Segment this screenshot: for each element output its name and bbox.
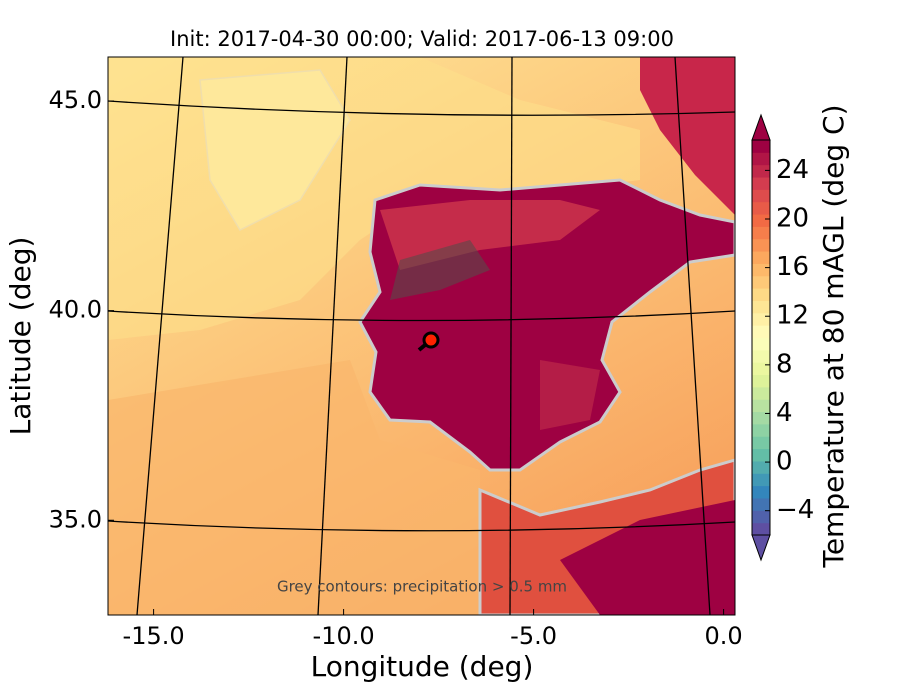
colorbar-segment	[752, 201, 770, 215]
colorbar-segment	[752, 312, 770, 326]
colorbar-frame	[751, 139, 771, 536]
colorbar-segment	[752, 399, 770, 413]
colorbar-tick-label: 12	[776, 301, 809, 331]
colorbar-segment	[752, 251, 770, 264]
colorbar-segment	[752, 448, 770, 462]
colorbar-segment	[752, 238, 770, 252]
colorbar-segment	[752, 386, 770, 400]
colorbar-segment	[752, 460, 770, 474]
colorbar-segment	[752, 473, 770, 487]
plot-frame	[107, 56, 736, 616]
colorbar-segment	[752, 263, 770, 277]
colorbar-segment	[752, 510, 770, 524]
colorbar-tick-label: −4	[776, 495, 814, 525]
colorbar-tick-label: 20	[776, 204, 809, 234]
colorbar-segment	[752, 497, 770, 511]
colorbar-segment	[752, 325, 770, 338]
y-tick-label: 40.0	[49, 296, 102, 324]
colorbar-segment	[752, 152, 770, 166]
colorbar-segment	[752, 362, 770, 376]
colorbar-segment	[752, 374, 770, 388]
x-tick-label: -15.0	[123, 622, 185, 650]
colorbar-segment	[752, 485, 770, 499]
x-tick-label: -5.0	[510, 622, 557, 650]
colorbar-extend-top	[751, 113, 771, 141]
y-axis-label: Latitude (deg)	[4, 237, 37, 436]
colorbar-segment	[752, 226, 770, 240]
map-field	[108, 57, 735, 615]
colorbar-segment	[752, 522, 770, 536]
colorbar-tick-label: 8	[776, 349, 793, 379]
x-tick-label: 0.0	[705, 622, 743, 650]
colorbar-tick-label: 4	[776, 398, 793, 428]
colorbar-segment	[752, 140, 770, 153]
y-tick-label: 45.0	[49, 86, 102, 114]
colorbar-extend-bottom	[751, 534, 771, 562]
colorbar-tick-label: 0	[776, 447, 793, 477]
chart-title: Init: 2017-04-30 00:00; Valid: 2017-06-1…	[170, 27, 674, 51]
colorbar-segment	[752, 275, 770, 289]
colorbar-segment	[752, 423, 770, 437]
colorbar-segment	[752, 288, 770, 301]
colorbar-tick-label: 16	[776, 252, 809, 282]
colorbar-segment	[752, 300, 770, 314]
colorbar-tick-label: 24	[776, 155, 809, 185]
annotation: Grey contours: precipitation > 0.5 mm	[277, 578, 567, 596]
x-axis-label: Longitude (deg)	[311, 650, 534, 683]
colorbar-segment	[752, 214, 770, 227]
colorbar-segment	[752, 189, 770, 203]
colorbar-segment	[752, 411, 770, 425]
colorbar-segment	[752, 164, 770, 178]
y-tick-label: 35.0	[49, 505, 102, 533]
colorbar-segment	[752, 436, 770, 450]
colorbar-segment	[752, 337, 770, 351]
colorbar-label: Temperature at 80 mAGL (deg C)	[817, 104, 850, 568]
colorbar-segment	[752, 177, 770, 190]
site-marker	[422, 331, 440, 349]
x-tick-label: -10.0	[313, 622, 375, 650]
colorbar-segment	[752, 349, 770, 363]
